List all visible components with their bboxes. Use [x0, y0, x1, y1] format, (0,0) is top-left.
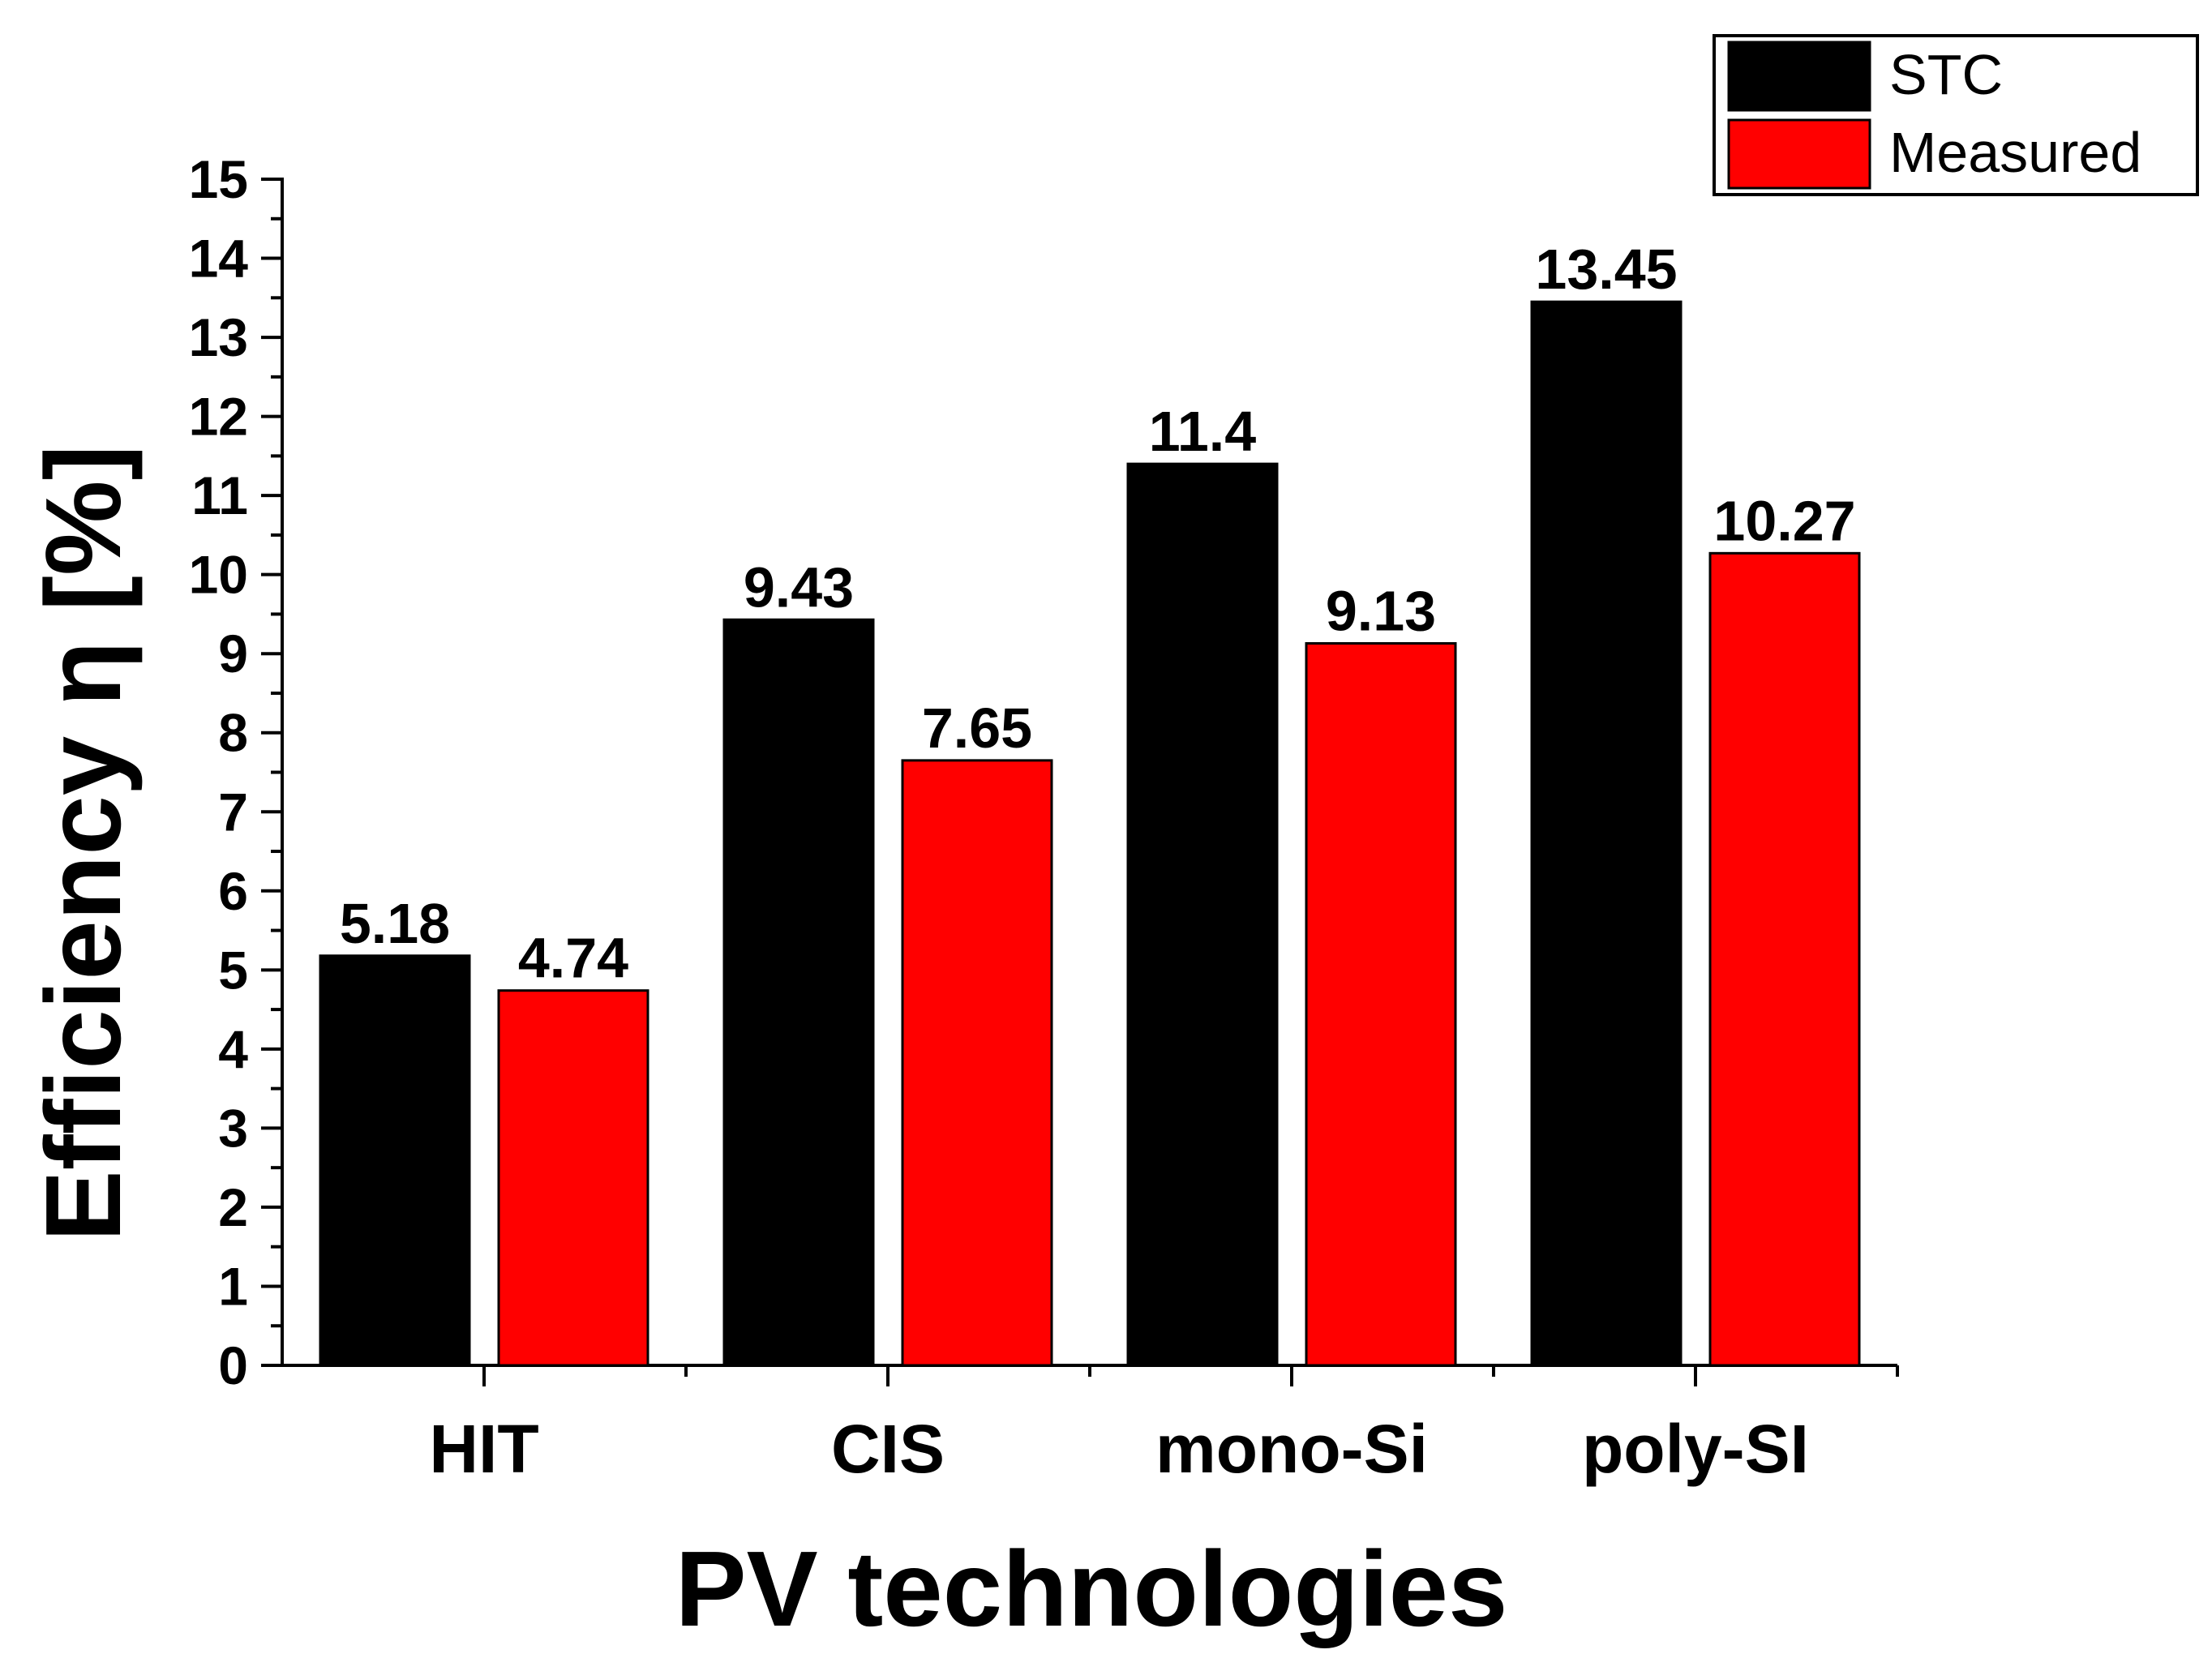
y-tick-label: 4 — [218, 1019, 248, 1079]
y-tick-label: 15 — [189, 149, 248, 209]
y-tick-label: 5 — [218, 940, 248, 1000]
y-tick-label: 8 — [218, 703, 248, 763]
y-tick-label: 9 — [218, 623, 248, 683]
bar-stc — [319, 954, 471, 1367]
y-tick-label: 11 — [191, 465, 248, 525]
bars — [319, 300, 1861, 1367]
bar-value-label: 4.74 — [518, 927, 628, 990]
bar-stc — [1126, 462, 1279, 1367]
x-axis-title: PV technologies — [675, 1529, 1508, 1648]
bar-value-label: 11.4 — [1149, 400, 1256, 463]
x-category-label: mono-Si — [1155, 1411, 1428, 1487]
bar-value-label: 9.43 — [744, 555, 854, 619]
value-labels: 5.18 4.74 9.43 7.65 11.4 9.13 13.45 10.27 — [340, 238, 1856, 990]
bar-value-label: 10.27 — [1713, 489, 1855, 552]
x-category-label: poly-SI — [1582, 1411, 1809, 1487]
y-tick-label: 0 — [218, 1335, 248, 1395]
x-category-label: HIT — [429, 1411, 538, 1487]
bar-value-label: 9.13 — [1326, 580, 1436, 643]
y-tick-label: 7 — [218, 782, 248, 842]
y-tick-label: 1 — [218, 1256, 248, 1316]
y-tick-label: 14 — [189, 229, 249, 289]
bar-value-label: 13.45 — [1535, 238, 1677, 301]
bar-stc — [722, 618, 875, 1367]
y-axis-title: Efficiency η [%] — [24, 445, 143, 1242]
x-category-label: CIS — [831, 1411, 945, 1487]
bar-measured — [497, 989, 649, 1367]
legend-label-measured: Measured — [1889, 121, 2141, 184]
y-tick-label: 13 — [189, 307, 248, 367]
y-tick-label: 2 — [218, 1177, 248, 1237]
bar-value-label: 5.18 — [340, 892, 450, 955]
bar-measured — [901, 759, 1053, 1367]
bar-stc — [1530, 300, 1683, 1367]
legend-label-stc: STC — [1889, 43, 2003, 106]
legend-swatch-measured — [1727, 118, 1871, 190]
legend-swatch-stc — [1727, 41, 1871, 112]
bar-measured — [1305, 642, 1457, 1367]
y-tick-label: 12 — [189, 387, 248, 447]
y-tick-label: 6 — [218, 861, 248, 921]
bar-value-label: 7.65 — [922, 696, 1032, 760]
y-tick-label: 10 — [189, 545, 248, 605]
y-tick-label: 3 — [218, 1098, 248, 1158]
bar-measured — [1708, 551, 1861, 1367]
legend: STC Measured — [1713, 34, 2199, 196]
